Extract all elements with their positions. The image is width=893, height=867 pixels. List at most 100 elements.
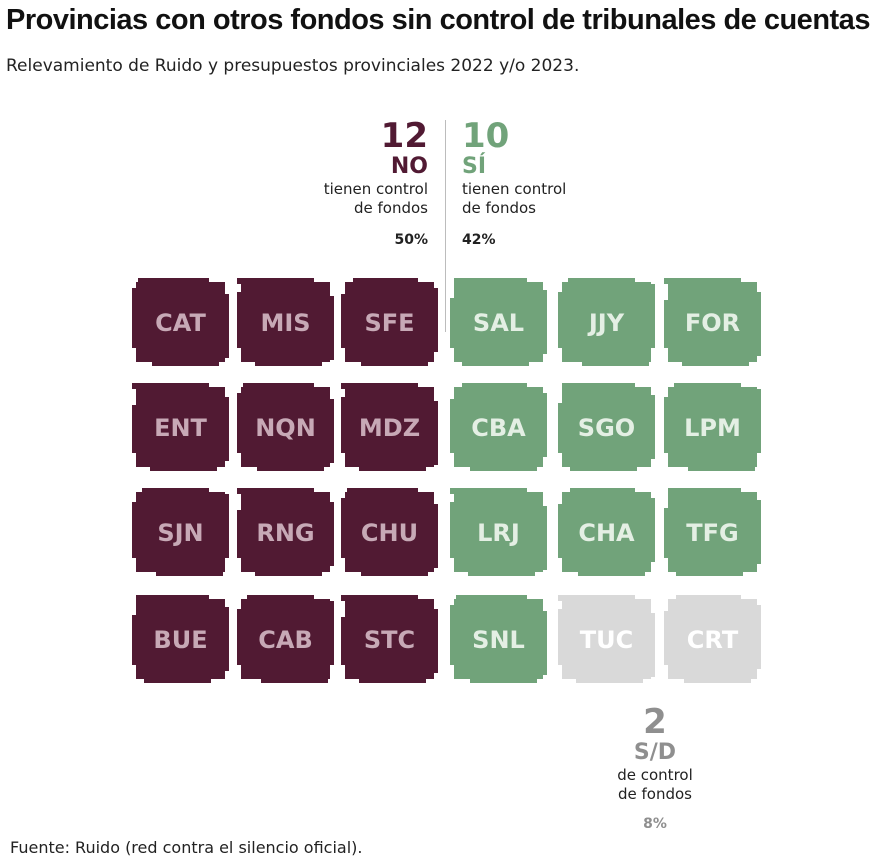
province-edge [328,399,334,463]
province-edge [132,383,209,389]
province-code-label: ENT [154,414,207,442]
province-edge [668,488,741,494]
summary-si-percent: 42% [462,232,496,248]
province-edge [341,617,347,665]
province-edge [450,502,456,558]
province-edge [470,677,537,683]
province-tile-rng: RNG [237,488,334,576]
chart-title: Provincias con otros fondos sin control … [6,4,870,36]
province-edge [541,611,547,675]
province-tile-jjy: JJY [558,278,655,366]
province-edge [347,488,418,494]
province-edge [568,278,635,284]
province-edge [142,488,209,494]
province-edge [255,570,322,576]
summary-sd: 2 S/D de control de fondos 8% [600,704,710,832]
province-edge [468,570,535,576]
province-shape [345,387,434,467]
province-edge [341,397,347,453]
province-edge [576,677,643,683]
province-edge [341,498,347,558]
province-shape [668,282,757,362]
province-edge [755,500,761,564]
province-tile-ent: ENT [132,383,229,471]
province-edge [755,292,761,356]
province-shape [241,492,330,572]
summary-no-desc-line2: de fondos [354,199,428,217]
province-edge [462,383,527,389]
province-shape [136,492,225,572]
province-edge [541,506,547,570]
summary-si-desc-line2: de fondos [462,199,536,217]
province-code-label: CAB [258,626,312,654]
province-tile-cab: CAB [237,595,334,683]
province-tile-cba: CBA [450,383,547,471]
province-edge [664,611,670,665]
summary-si-label: SÍ [462,154,487,179]
province-edge [237,393,243,453]
province-edge [328,296,334,360]
province-shape [345,599,434,679]
province-edge [450,399,456,453]
province-shape [241,599,330,679]
province-shape [136,599,225,679]
province-edge [676,570,743,576]
summary-si-desc-line1: tienen control [462,180,567,198]
province-tile-chu: CHU [341,488,438,576]
province-edge [432,288,438,352]
province-code-label: NQN [255,414,316,442]
province-tile-crt: CRT [664,595,761,683]
province-code-label: SNL [472,626,525,654]
province-edge [341,595,418,601]
province-shape [668,387,757,467]
province-edge [237,510,243,558]
province-edge [570,488,635,494]
province-edge [558,403,564,453]
province-shape [668,492,757,572]
province-tile-sjn: SJN [132,488,229,576]
province-tile-mis: MIS [237,278,334,366]
province-edge [136,595,209,601]
province-shape [562,282,651,362]
province-edge [664,508,670,558]
province-edge [223,607,229,671]
province-tile-sal: SAL [450,278,547,366]
province-edge [454,278,527,284]
province-edge [755,389,761,453]
province-tile-stc: STC [341,595,438,683]
province-shape [562,387,651,467]
province-edge [328,502,334,566]
province-edge [450,298,456,348]
source-note: Fuente: Ruido (red contra el silencio of… [10,838,363,857]
province-shape [454,282,543,362]
province-edge [462,360,529,366]
province-edge [682,360,749,366]
province-code-label: BUE [153,626,207,654]
summary-si-count: 10 [462,116,510,156]
province-edge [432,504,438,568]
province-code-label: SGO [578,414,635,442]
province-edge [450,605,456,665]
province-edge [341,294,347,348]
province-edge [456,595,527,601]
summary-sd-percent: 8% [643,816,667,832]
province-shape [241,387,330,467]
province-edge [132,615,138,665]
chart-subtitle: Relevamiento de Ruido y presupuestos pro… [6,56,580,76]
summary-sd-label: S/D [633,740,677,765]
summary-sd-count: 2 [643,702,667,742]
province-edge [578,570,645,576]
province-shape [241,282,330,362]
province-edge [361,570,428,576]
province-shape [454,492,543,572]
province-edge [570,465,637,471]
province-code-label: RNG [256,519,314,547]
province-code-label: CBA [471,414,526,442]
province-shape [562,599,651,679]
province-shape [454,599,543,679]
summary-divider [445,120,446,332]
province-code-label: MDZ [359,414,420,442]
province-edge [144,677,211,683]
province-edge [237,292,243,348]
province-edge [223,397,229,461]
